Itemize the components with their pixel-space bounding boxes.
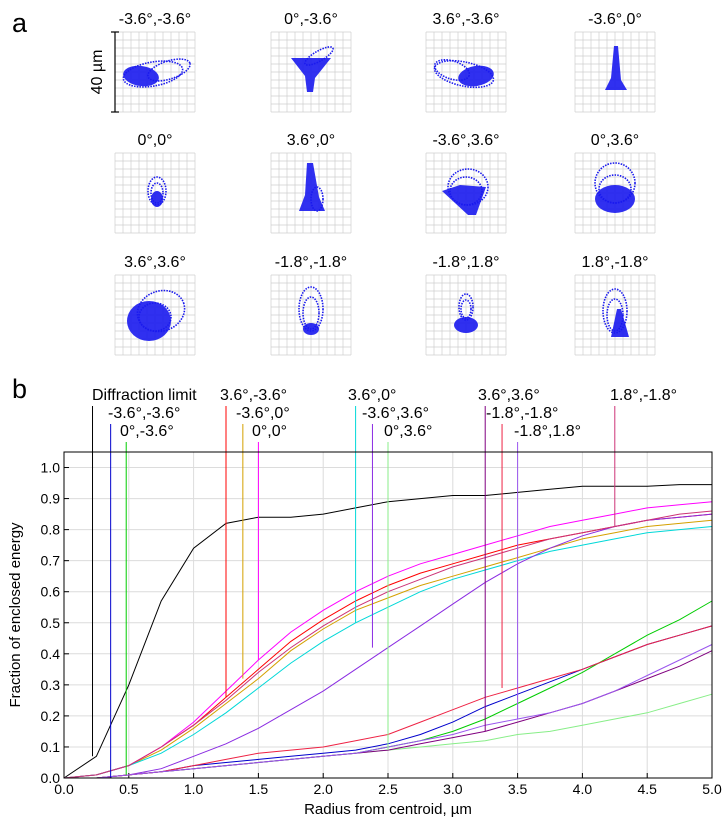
spot-field-label: -1.8°,1.8°: [432, 254, 499, 271]
y-tick-label: 0.3: [41, 677, 61, 693]
spot-trace: [147, 58, 191, 82]
x-tick-label: 5.0: [702, 781, 722, 797]
spot-diagram-grid: -3.6°,-3.6° 0°,-3.6° 3.6°,-3.6° -3.6°,0° 0°,…: [89, 11, 656, 356]
spot-trace: [598, 174, 632, 204]
marker-label: -3.6°,-3.6°: [108, 405, 180, 422]
spot-trace: [122, 60, 184, 88]
spot-field-label: -1.8°,-1.8°: [275, 254, 347, 271]
spot-core: [151, 191, 163, 207]
spot-field-label: -3.6°,-3.6°: [119, 11, 191, 28]
spot-trace: [594, 162, 636, 204]
x-tick-label: 3.5: [508, 781, 528, 797]
spot-diagram: 3.6°,-3.6°: [425, 11, 507, 113]
x-tick-label: 1.5: [249, 781, 269, 797]
spot-core: [299, 163, 325, 211]
spot-field-label: 0°,3.6°: [591, 132, 639, 149]
marker-label: 0°,0°: [252, 423, 287, 440]
x-tick-label: 0.5: [119, 781, 139, 797]
y-tick-label: 0.5: [41, 615, 61, 631]
plot-frame: [63, 451, 713, 779]
spot-diagram: -3.6°,0°: [574, 11, 656, 113]
marker-label: 3.6°,0°: [348, 387, 396, 404]
spot-trace: [310, 186, 324, 212]
spot-field-label: 1.8°,-1.8°: [581, 254, 648, 271]
spot-core: [458, 65, 494, 87]
x-tick-label: 3.0: [443, 781, 463, 797]
spot-trace: [150, 182, 164, 204]
spot-core: [611, 309, 629, 337]
spot-core: [442, 185, 486, 215]
spot-diagram: 3.6°,3.6°: [114, 254, 196, 356]
x-tick-label: 1.0: [184, 781, 204, 797]
spot-diagram: 0°,0°: [114, 132, 196, 234]
spot-field-label: 0°,-3.6°: [284, 11, 338, 28]
x-tick-label: 0.0: [54, 781, 74, 797]
spot-core: [303, 323, 319, 335]
spot-trace: [138, 302, 172, 332]
spot-diagram: 1.8°,-1.8°: [574, 254, 656, 356]
marker-label: 0°,-3.6°: [120, 423, 174, 440]
panel-b-label: b: [12, 374, 27, 404]
marker-label: 0°,3.6°: [384, 423, 432, 440]
marker-label: 3.6°,3.6°: [478, 387, 540, 404]
marker-label: -1.8°,1.8°: [514, 423, 581, 440]
y-tick-label: 0.9: [41, 491, 61, 507]
panel-a-label: a: [12, 8, 28, 38]
y-tick-label: 0.2: [41, 708, 61, 724]
x-tick-label: 4.5: [637, 781, 657, 797]
y-tick-label: 0.8: [41, 522, 61, 538]
spot-field-label: 3.6°,3.6°: [124, 254, 186, 271]
spot-core: [127, 301, 171, 341]
spot-field-label: 3.6°,0°: [287, 132, 335, 149]
y-tick-label: 0.0: [41, 770, 61, 786]
marker-label: -3.6°,3.6°: [362, 405, 429, 422]
scale-bar-label: 40 µm: [89, 50, 106, 95]
y-tick-label: 0.4: [41, 646, 61, 662]
spot-trace: [433, 58, 471, 82]
spot-field-label: -3.6°,0°: [588, 11, 642, 28]
x-tick-label: 2.0: [313, 781, 333, 797]
spot-trace: [458, 293, 474, 321]
spot-field-label: 0°,0°: [137, 132, 172, 149]
spot-field-label: -3.6°,3.6°: [432, 132, 499, 149]
y-tick-label: 0.1: [41, 739, 61, 755]
marker-label: 1.8°,-1.8°: [610, 387, 677, 404]
spot-core: [291, 58, 331, 92]
spot-core: [595, 185, 635, 213]
x-tick-label: 2.5: [378, 781, 398, 797]
y-tick-label: 1.0: [41, 460, 61, 476]
spot-core: [454, 317, 478, 333]
spot-diagram: -3.6°,-3.6°: [114, 11, 196, 113]
spot-core: [605, 46, 627, 90]
y-axis-label: Fraction of enclosed energy: [7, 522, 24, 708]
spot-diagram: -1.8°,-1.8°: [270, 254, 352, 356]
x-axis-label: Radius from centroid, µm: [304, 801, 472, 818]
spot-diagram: -1.8°,1.8°: [425, 254, 507, 356]
spot-diagram: -3.6°,3.6°: [425, 132, 507, 234]
marker-label: -1.8°,-1.8°: [486, 405, 558, 422]
spot-trace: [147, 176, 167, 206]
spot-trace: [304, 46, 334, 66]
spot-diagram: 0°,-3.6°: [270, 11, 352, 113]
scale-bar: 40 µm: [89, 31, 119, 113]
spot-trace: [433, 59, 495, 89]
marker-label: Diffraction limit: [92, 387, 197, 404]
spot-trace: [447, 168, 489, 206]
enclosed-energy-chart: 0.0 0.5 1.0 1.5 2.0 2.5 3.0 3.5 4.0 4.5 5.0 0.0 0.1 0…: [7, 387, 722, 818]
spot-diagram: 0°,3.6°: [574, 132, 656, 234]
spot-diagram: 3.6°,0°: [270, 132, 352, 234]
spot-field-label: 3.6°,-3.6°: [432, 11, 499, 28]
x-tick-label: 4.0: [573, 781, 593, 797]
spot-trace: [136, 289, 186, 333]
marker-label: -3.6°,0°: [236, 405, 290, 422]
marker-label: 3.6°,-3.6°: [220, 387, 287, 404]
y-tick-label: 0.6: [41, 584, 61, 600]
y-tick-label: 0.7: [41, 553, 61, 569]
